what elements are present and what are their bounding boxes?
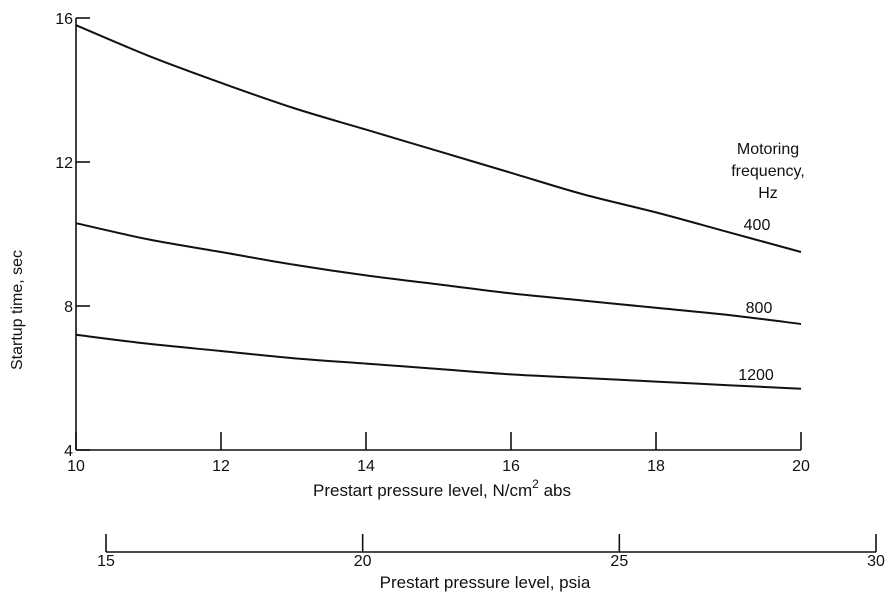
axes: 4 8 12 16 10 12 14 16 18 20 15 20 25 30 xyxy=(55,11,885,570)
secondary-x-axis-label: Prestart pressure level, psia xyxy=(380,573,591,592)
series-line-1200 xyxy=(75,333,802,390)
labels: Startup time, sec Prestart pressure leve… xyxy=(9,141,805,592)
x-axis-label: Prestart pressure level, N/cm2 abs xyxy=(313,477,571,500)
secondary-x-tick-label: 25 xyxy=(610,553,628,570)
series-label-400: 400 xyxy=(744,217,771,234)
legend-title-line-3: Hz xyxy=(758,185,778,202)
y-tick-label: 16 xyxy=(55,11,73,28)
series-label-800: 800 xyxy=(746,300,773,317)
series-label-1200: 1200 xyxy=(738,367,774,384)
y-axis-label: Startup time, sec xyxy=(9,250,26,370)
x-tick-label: 16 xyxy=(502,458,520,475)
series-line-400 xyxy=(75,24,802,253)
x-tick-label: 14 xyxy=(357,458,375,475)
x-tick-label: 18 xyxy=(647,458,665,475)
y-tick-label: 4 xyxy=(64,443,73,460)
legend-title-line-2: frequency, xyxy=(731,163,805,180)
secondary-x-tick-label: 30 xyxy=(867,553,885,570)
y-tick-label: 8 xyxy=(64,299,73,316)
curves: 400 800 1200 xyxy=(75,24,802,390)
x-tick-label: 10 xyxy=(67,458,85,475)
secondary-x-tick-label: 20 xyxy=(354,553,372,570)
secondary-x-tick-label: 15 xyxy=(97,553,115,570)
legend-title-line-1: Motoring xyxy=(737,141,799,158)
x-tick-label: 12 xyxy=(212,458,230,475)
series-line-800 xyxy=(75,222,802,325)
x-tick-label: 20 xyxy=(792,458,810,475)
y-tick-label: 12 xyxy=(55,155,73,172)
